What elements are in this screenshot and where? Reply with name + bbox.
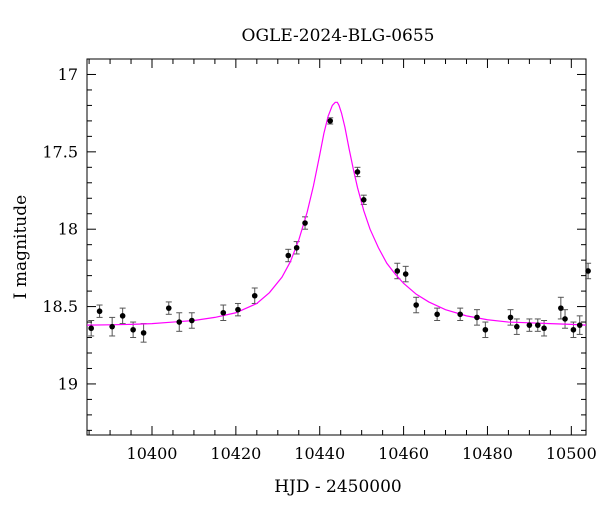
data-point: [130, 326, 136, 333]
data-point: [562, 316, 568, 322]
data-point: [541, 325, 547, 332]
data-point: [360, 197, 367, 203]
data-point: [482, 326, 489, 333]
y-axis-label: I magnitude: [11, 195, 31, 299]
data-point: [109, 323, 115, 330]
x-axis-ticks: 10400 10420 10440 10460 10480 10500: [88, 59, 597, 463]
data-point: [354, 169, 361, 175]
data-point: [570, 326, 577, 333]
data-point: [96, 308, 103, 315]
data-points: [88, 118, 591, 336]
data-point: [189, 317, 195, 324]
data-point: [585, 268, 591, 274]
x-tick-label: 10480: [462, 444, 513, 463]
x-tick-label: 10400: [127, 444, 178, 463]
y-tick-label: 17: [58, 65, 78, 84]
y-axis-ticks: 17 17.5 18 18.5 19: [42, 58, 586, 431]
data-point: [402, 271, 409, 277]
data-point: [507, 314, 514, 321]
data-point: [514, 323, 520, 330]
error-bars: [88, 117, 592, 343]
data-point: [413, 302, 419, 308]
data-point: [285, 252, 292, 259]
data-point: [88, 325, 94, 332]
x-axis-label: HJD - 2450000: [274, 477, 402, 497]
x-tick-label: 10460: [378, 444, 429, 463]
data-point: [235, 306, 241, 313]
data-point: [302, 220, 308, 226]
data-point: [394, 268, 401, 274]
data-point: [327, 118, 334, 124]
y-tick-label: 17.5: [42, 142, 78, 161]
data-point: [434, 311, 440, 318]
y-tick-label: 18.5: [42, 297, 78, 316]
x-tick-label: 10440: [294, 444, 345, 463]
y-tick-label: 19: [58, 374, 78, 393]
data-point: [119, 313, 126, 319]
data-point: [576, 322, 583, 328]
data-point: [251, 292, 258, 299]
data-point: [558, 305, 564, 311]
data-point: [457, 311, 464, 318]
x-tick-label: 10500: [546, 444, 597, 463]
chart-title: OGLE-2024-BLG-0655: [242, 26, 435, 46]
data-point: [140, 330, 147, 336]
data-point: [534, 322, 541, 328]
plot-frame: [86, 58, 587, 436]
model-curve: [86, 101, 587, 326]
data-point: [526, 322, 533, 328]
data-point: [220, 309, 227, 316]
y-tick-label: 18: [58, 220, 78, 239]
data-point: [474, 314, 480, 321]
x-tick-label: 10420: [210, 444, 261, 463]
data-point: [176, 319, 183, 325]
data-point: [293, 244, 300, 251]
data-point: [165, 305, 172, 311]
